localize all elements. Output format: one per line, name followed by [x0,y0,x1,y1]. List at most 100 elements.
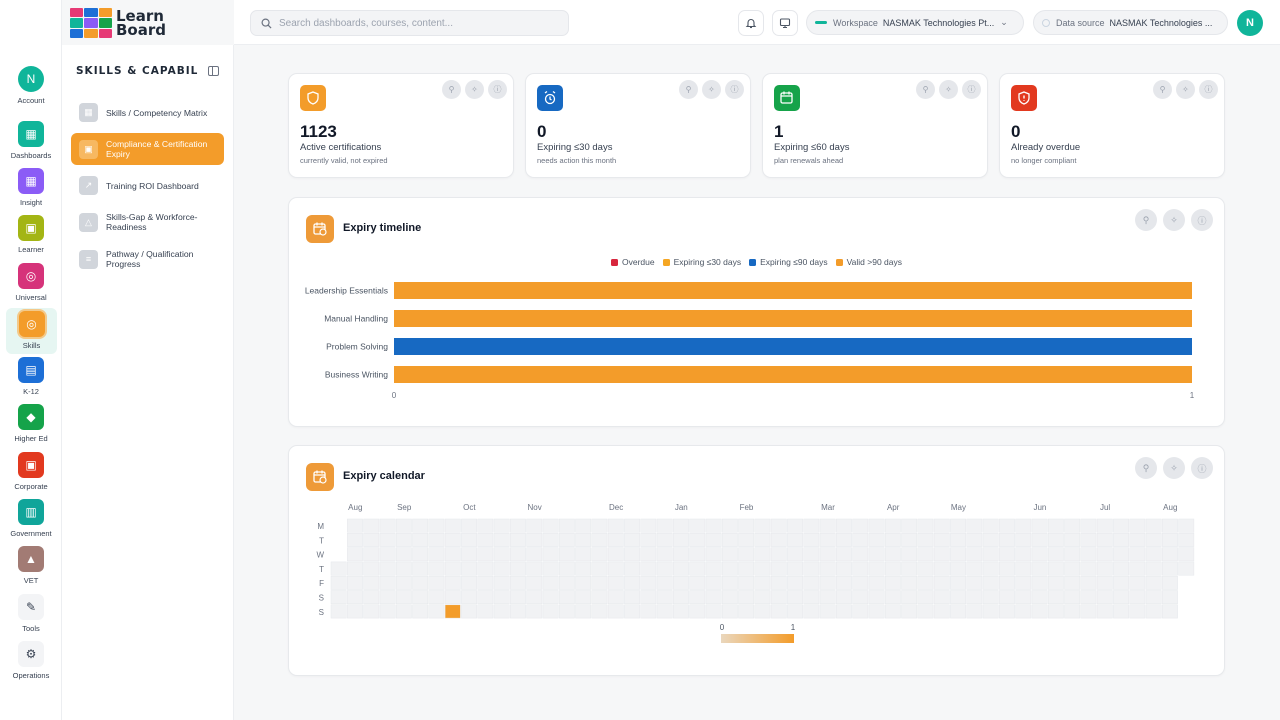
calendar-cell [1096,604,1113,619]
calendar-cell [558,575,575,590]
ai-insight-button[interactable]: ✧ [1163,457,1185,479]
calendar-cell [1113,561,1129,576]
calendar-cell [852,533,869,547]
calendar-cell [999,604,1015,619]
weekday-label: M [317,522,324,531]
info-button[interactable]: ⓘ [1191,457,1213,479]
calendar-cell [656,604,673,619]
section-nav-item[interactable]: ▣ Compliance & Certification Expiry [71,133,224,165]
calendar-cell [770,561,787,576]
timeline-bar [394,366,1192,383]
calendar-cell [836,533,852,547]
calendar-cell [754,590,771,605]
ai-insight-button[interactable]: ✧ [1176,80,1195,99]
rail-item-skills[interactable]: ◎ Skills [6,308,57,354]
section-nav-item[interactable]: ≡ Pathway / Qualification Progress [71,243,224,275]
calendar-cell [852,575,869,590]
calendar-cell [966,575,983,590]
info-button[interactable]: ⓘ [962,80,981,99]
calendar-cell [966,533,983,547]
info-button[interactable]: ⓘ [1199,80,1218,99]
datasource-selector[interactable]: Data source NASMAK Technologies ... [1033,10,1228,35]
pin-button[interactable]: ⚲ [442,80,461,99]
calendar-cell [510,533,526,547]
legend-item[interactable]: Expiring ≤30 days [662,257,741,267]
workspace-label: Workspace [833,17,878,28]
section-nav-item[interactable]: ▦ Skills / Competency Matrix [71,97,224,128]
calendar-cell [738,575,755,590]
rail-item-operations[interactable]: ⚙ Operations [0,641,62,680]
month-label: Jun [1033,503,1046,512]
rail-item-dashboards[interactable]: ▦ Dashboards [0,121,62,160]
rail-item-vet[interactable]: ▲ VET [0,546,62,585]
section-sidebar: SKILLS & CAPABILITIES ▦ Skills / Competen… [62,45,234,720]
calendar-cell [852,590,869,605]
rail-item-government[interactable]: ▥ Government [0,499,62,538]
calendar-cell [444,518,461,533]
calendar-cell [917,575,934,590]
legend-swatch [610,258,618,266]
pin-button[interactable]: ⚲ [1135,209,1157,231]
rail-item-insight[interactable]: ▦ Insight [0,168,62,207]
rail-item-universal[interactable]: ◎ Universal [0,263,62,302]
pin-button[interactable]: ⚲ [1153,80,1172,99]
calendar-cell [999,547,1015,562]
notifications-button[interactable] [738,10,764,36]
pin-button[interactable]: ⚲ [916,80,935,99]
ai-insight-button[interactable]: ✧ [465,80,484,99]
display-button[interactable] [772,10,798,36]
legend-item[interactable]: Overdue [610,257,655,267]
legend-item[interactable]: Valid >90 days [835,257,902,267]
calendar-cell [363,518,380,533]
month-label: Oct [463,503,476,512]
collapse-sidebar-icon[interactable] [208,66,219,76]
ai-insight-button[interactable]: ✧ [1163,209,1185,231]
info-button[interactable]: ⓘ [725,80,744,99]
legend-swatch [662,258,670,266]
user-avatar[interactable]: N [1237,10,1263,36]
rail-item-label: Corporate [14,482,48,491]
month-label: Feb [740,503,754,512]
rail-item-tools[interactable]: ✎ Tools [0,594,62,633]
calendar-cell [868,547,885,562]
calendar-cell [1031,533,1048,547]
calendar-cell [1047,533,1064,547]
section-nav-item[interactable]: ↗ Training ROI Dashboard [71,170,224,201]
calendar-cell [542,561,559,576]
calendar-cell [607,575,624,590]
calendar-cell [787,518,803,533]
calendar-cell [526,575,543,590]
section-nav-item[interactable]: △ Skills-Gap & Workforce-Readiness [71,206,224,238]
calendar-cell [656,575,673,590]
rail-item-higher-ed[interactable]: ◆ Higher Ed [0,404,62,443]
calendar-cell [1064,518,1081,533]
pin-button[interactable]: ⚲ [1135,457,1157,479]
app-logo[interactable]: Learn Board [70,6,170,40]
weekday-label: T [319,536,324,545]
calendar-cell [966,561,983,576]
rail-item-account[interactable]: N Account [0,66,62,105]
ai-insight-button[interactable]: ✧ [702,80,721,99]
rail-item-corporate[interactable]: ▣ Corporate [0,452,62,491]
legend-item[interactable]: Expiring ≤90 days [749,257,828,267]
calendar-cell [1015,575,1032,590]
calendar-cell [363,561,380,576]
info-button[interactable]: ⓘ [488,80,507,99]
kpi-subtext: currently valid, not expired [300,156,388,165]
info-button[interactable]: ⓘ [1191,209,1213,231]
calendar-cell [640,561,657,576]
info-icon: ⓘ [967,85,976,94]
category-label: Leadership Essentials [305,286,388,296]
calendar-cell [1047,547,1064,562]
workspace-selector[interactable]: Workspace NASMAK Technologies Pt... ⌄ [806,10,1024,35]
calendar-cell [379,561,396,576]
search-input[interactable] [279,17,549,29]
pin-button[interactable]: ⚲ [679,80,698,99]
rail-item-learner[interactable]: ▣ Learner [0,215,62,254]
calendar-cell [363,604,380,619]
search-box[interactable] [250,10,569,36]
calendar-cell [444,604,461,619]
calendar-cell [836,590,852,605]
rail-item-k12[interactable]: ▤ K-12 [0,357,62,396]
ai-insight-button[interactable]: ✧ [939,80,958,99]
